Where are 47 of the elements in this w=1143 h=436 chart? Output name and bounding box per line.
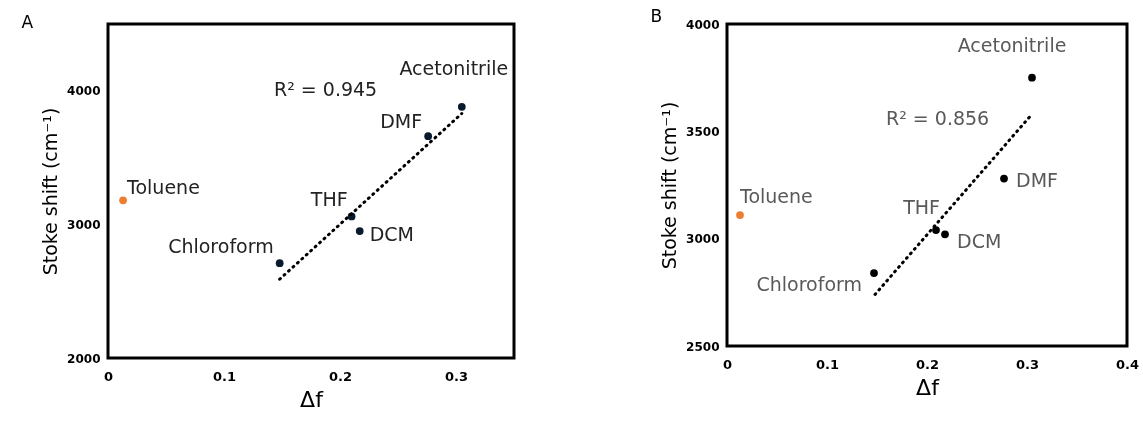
y-tick-label: 3500 [686,124,720,139]
y-tick-label: 2000 [67,351,101,366]
annotation: Acetonitrile [957,33,1067,56]
point [870,269,878,277]
y-tick-label: 4000 [686,17,720,32]
y-tick-label: 4000 [67,84,101,99]
annotation: R² = 0.945 [274,78,378,100]
point [119,196,127,205]
point [736,211,744,219]
x-axis-title: Δf [916,374,941,400]
annotation: DMF [380,110,423,133]
point [275,259,284,268]
x-tick-label: 0.4 [1115,356,1140,372]
annotation: DCM [369,223,415,246]
y-tick-label: 3000 [67,217,101,232]
x-tick-label: 0.1 [212,368,237,384]
annotation: THF [902,196,940,219]
y-axis-title: Stoke shift (cm⁻¹) [39,107,62,276]
annotation: Chloroform [168,235,274,258]
annotation: Toluene [126,176,200,199]
x-tick-label: 0.3 [444,368,469,384]
x-tick-label: 0.2 [915,356,940,372]
point [424,132,433,141]
x-tick-label: 0 [103,368,114,384]
point [355,227,364,235]
annotation: Toluene [739,185,813,208]
chart-title: A [21,12,34,32]
point [1028,73,1036,82]
x-tick-label: 0 [722,356,733,372]
x-tick-label: 0.2 [328,368,353,384]
annotation: R² = 0.856 [886,107,990,129]
x-tick-label: 0.3 [1015,356,1040,372]
chart-title: B [650,6,663,26]
y-tick-label: 3000 [686,232,720,247]
point [1000,174,1008,183]
point [941,230,949,239]
annotation: DCM [957,230,1002,253]
x-tick-label: 0.1 [815,356,840,372]
annotation: THF [309,188,348,211]
annotation: Acetonitrile [399,56,509,79]
y-axis-title: Stoke shift (cm⁻¹) [658,101,681,270]
y-tick-label: 2500 [686,339,720,354]
point [932,226,940,234]
point [457,102,466,111]
annotation: Chloroform [756,273,862,296]
annotation: DMF [1016,168,1058,191]
x-axis-title: Δf [300,386,325,412]
